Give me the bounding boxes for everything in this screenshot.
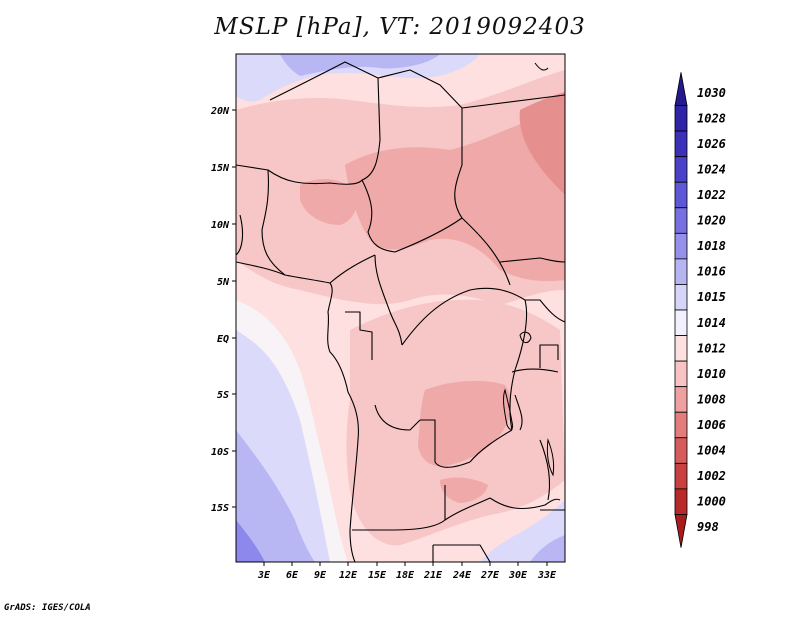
colorbar-label: 1000 xyxy=(697,495,726,509)
colorbar-swatch xyxy=(674,232,688,260)
lon-label: 18E xyxy=(396,570,415,581)
atlantic-high-core xyxy=(236,520,265,562)
north-high-core xyxy=(280,54,440,76)
lon-label: 27E xyxy=(480,570,500,581)
lat-label: 10N xyxy=(211,220,230,231)
colorbar-swatch xyxy=(674,411,688,439)
latitude-axis xyxy=(232,109,236,508)
colorbar-swatch xyxy=(674,105,688,132)
atlantic-high-mid xyxy=(236,430,315,562)
colorbar-swatch xyxy=(674,156,688,183)
colorbar-label: 1016 xyxy=(697,265,726,279)
colorbar-label: 1018 xyxy=(697,239,726,253)
lat-label: 10S xyxy=(211,447,229,458)
colorbar-swatch xyxy=(674,462,688,490)
colorbar-label: 1010 xyxy=(697,367,726,381)
lat-label: 15S xyxy=(211,503,229,514)
lat-label: EQ xyxy=(217,334,229,345)
angola-low xyxy=(418,380,512,467)
southeast-high xyxy=(480,500,565,562)
lon-label: 24E xyxy=(452,570,472,581)
lakes xyxy=(503,62,555,477)
lon-label: 6E xyxy=(286,570,299,581)
colorbar-label: 1006 xyxy=(697,418,726,432)
colorbar-label: 1030 xyxy=(697,86,726,100)
colorbar-swatch xyxy=(674,386,688,413)
colorbar-label: 1020 xyxy=(697,214,726,228)
colorbar-label: 1022 xyxy=(697,188,726,202)
lon-label: 12E xyxy=(339,570,358,581)
colorbar-swatch xyxy=(674,258,688,285)
east-low-core xyxy=(519,92,565,195)
colorbar-label: 1012 xyxy=(697,341,726,355)
grads-credit: GrADS: IGES/COLA xyxy=(4,603,91,613)
colorbar-label: 1008 xyxy=(697,392,726,406)
lat-label: 20N xyxy=(210,106,230,117)
colorbar-label: 1015 xyxy=(697,290,726,304)
colorbar-swatch xyxy=(674,72,688,106)
colorbar-swatch xyxy=(674,360,688,388)
lon-label: 9E xyxy=(314,570,327,581)
lon-label: 3E xyxy=(257,570,271,581)
country-borders xyxy=(236,61,565,562)
lat-label: 15N xyxy=(211,163,230,174)
colorbar-swatch xyxy=(674,514,688,548)
colorbar-label: 1002 xyxy=(697,469,726,483)
colorbar-swatch xyxy=(674,284,688,311)
longitude-labels: 3E 6E 9E 12E 15E 18E 21E 24E 27E 30E 33E xyxy=(257,570,557,581)
longitude-axis xyxy=(263,562,548,566)
colorbar-label: 1026 xyxy=(697,137,726,151)
southeast-high-core xyxy=(530,535,565,562)
latitude-labels: 20N 15N 10N 5N EQ 5S 10S 15S xyxy=(210,106,230,514)
lat-label: 5N xyxy=(217,277,230,288)
map-frame xyxy=(235,53,566,563)
lon-label: 21E xyxy=(423,570,443,581)
colorbar-label: 1014 xyxy=(697,316,726,330)
chad-low xyxy=(300,178,357,225)
colorbar-label: 1004 xyxy=(697,444,726,458)
lon-label: 15E xyxy=(368,570,387,581)
colorbar-swatch xyxy=(674,207,688,234)
pressure-field xyxy=(236,54,565,562)
lon-label: 33E xyxy=(537,570,557,581)
colorbar-label: 1028 xyxy=(697,111,726,125)
zambia-low xyxy=(440,477,488,503)
colorbar-label: 998 xyxy=(697,520,719,534)
colorbar-swatch xyxy=(674,335,688,362)
colorbar-swatch xyxy=(674,437,688,464)
colorbar-label: 1024 xyxy=(697,162,726,176)
colorbar-swatch xyxy=(674,130,688,158)
west-band xyxy=(236,300,348,562)
lat-label: 5S xyxy=(217,390,229,401)
map-title: MSLP [hPa], VT: 2019092403 xyxy=(214,14,586,40)
colorbar-swatch xyxy=(674,488,688,515)
colorbar-swatch xyxy=(674,181,688,209)
colorbar-swatch xyxy=(674,309,688,336)
lon-label: 30E xyxy=(508,570,528,581)
colorbar: 1030 1028 1026 1024 1022 1020 1018 1016 1015 1014… xyxy=(674,72,726,548)
